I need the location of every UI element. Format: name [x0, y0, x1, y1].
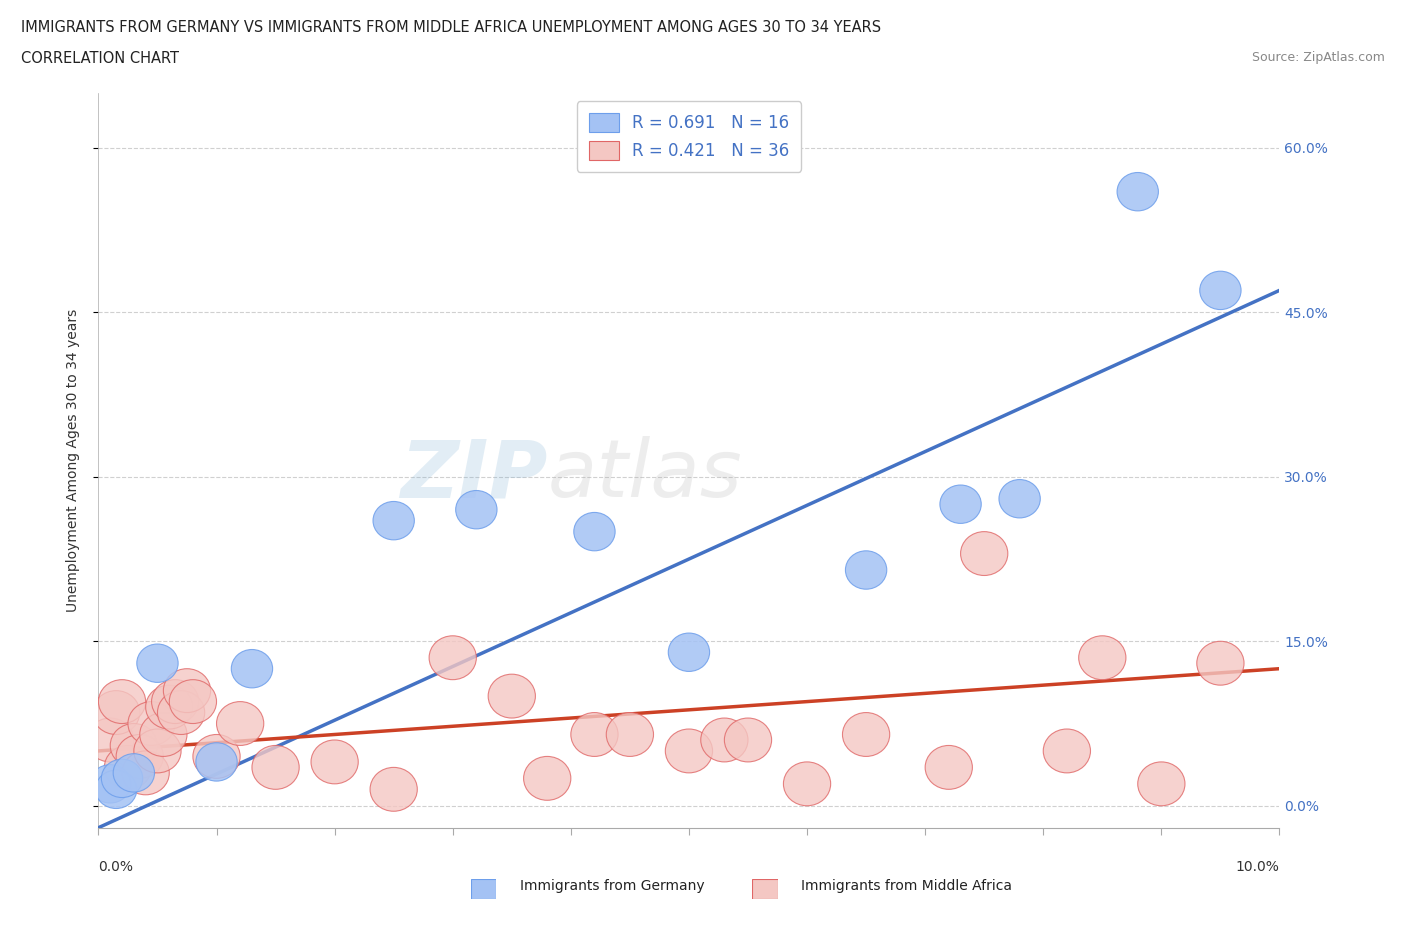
Legend: R = 0.691   N = 16, R = 0.421   N = 36: R = 0.691 N = 16, R = 0.421 N = 36 [576, 101, 801, 171]
Text: Source: ZipAtlas.com: Source: ZipAtlas.com [1251, 51, 1385, 64]
Text: 10.0%: 10.0% [1236, 860, 1279, 874]
Text: ZIP: ZIP [399, 436, 547, 514]
Text: CORRELATION CHART: CORRELATION CHART [21, 51, 179, 66]
Y-axis label: Unemployment Among Ages 30 to 34 years: Unemployment Among Ages 30 to 34 years [66, 309, 80, 612]
Text: IMMIGRANTS FROM GERMANY VS IMMIGRANTS FROM MIDDLE AFRICA UNEMPLOYMENT AMONG AGES: IMMIGRANTS FROM GERMANY VS IMMIGRANTS FR… [21, 20, 882, 35]
Text: Immigrants from Middle Africa: Immigrants from Middle Africa [801, 879, 1012, 893]
Text: Immigrants from Germany: Immigrants from Germany [520, 879, 704, 893]
Text: atlas: atlas [547, 436, 742, 514]
Text: 0.0%: 0.0% [98, 860, 134, 874]
